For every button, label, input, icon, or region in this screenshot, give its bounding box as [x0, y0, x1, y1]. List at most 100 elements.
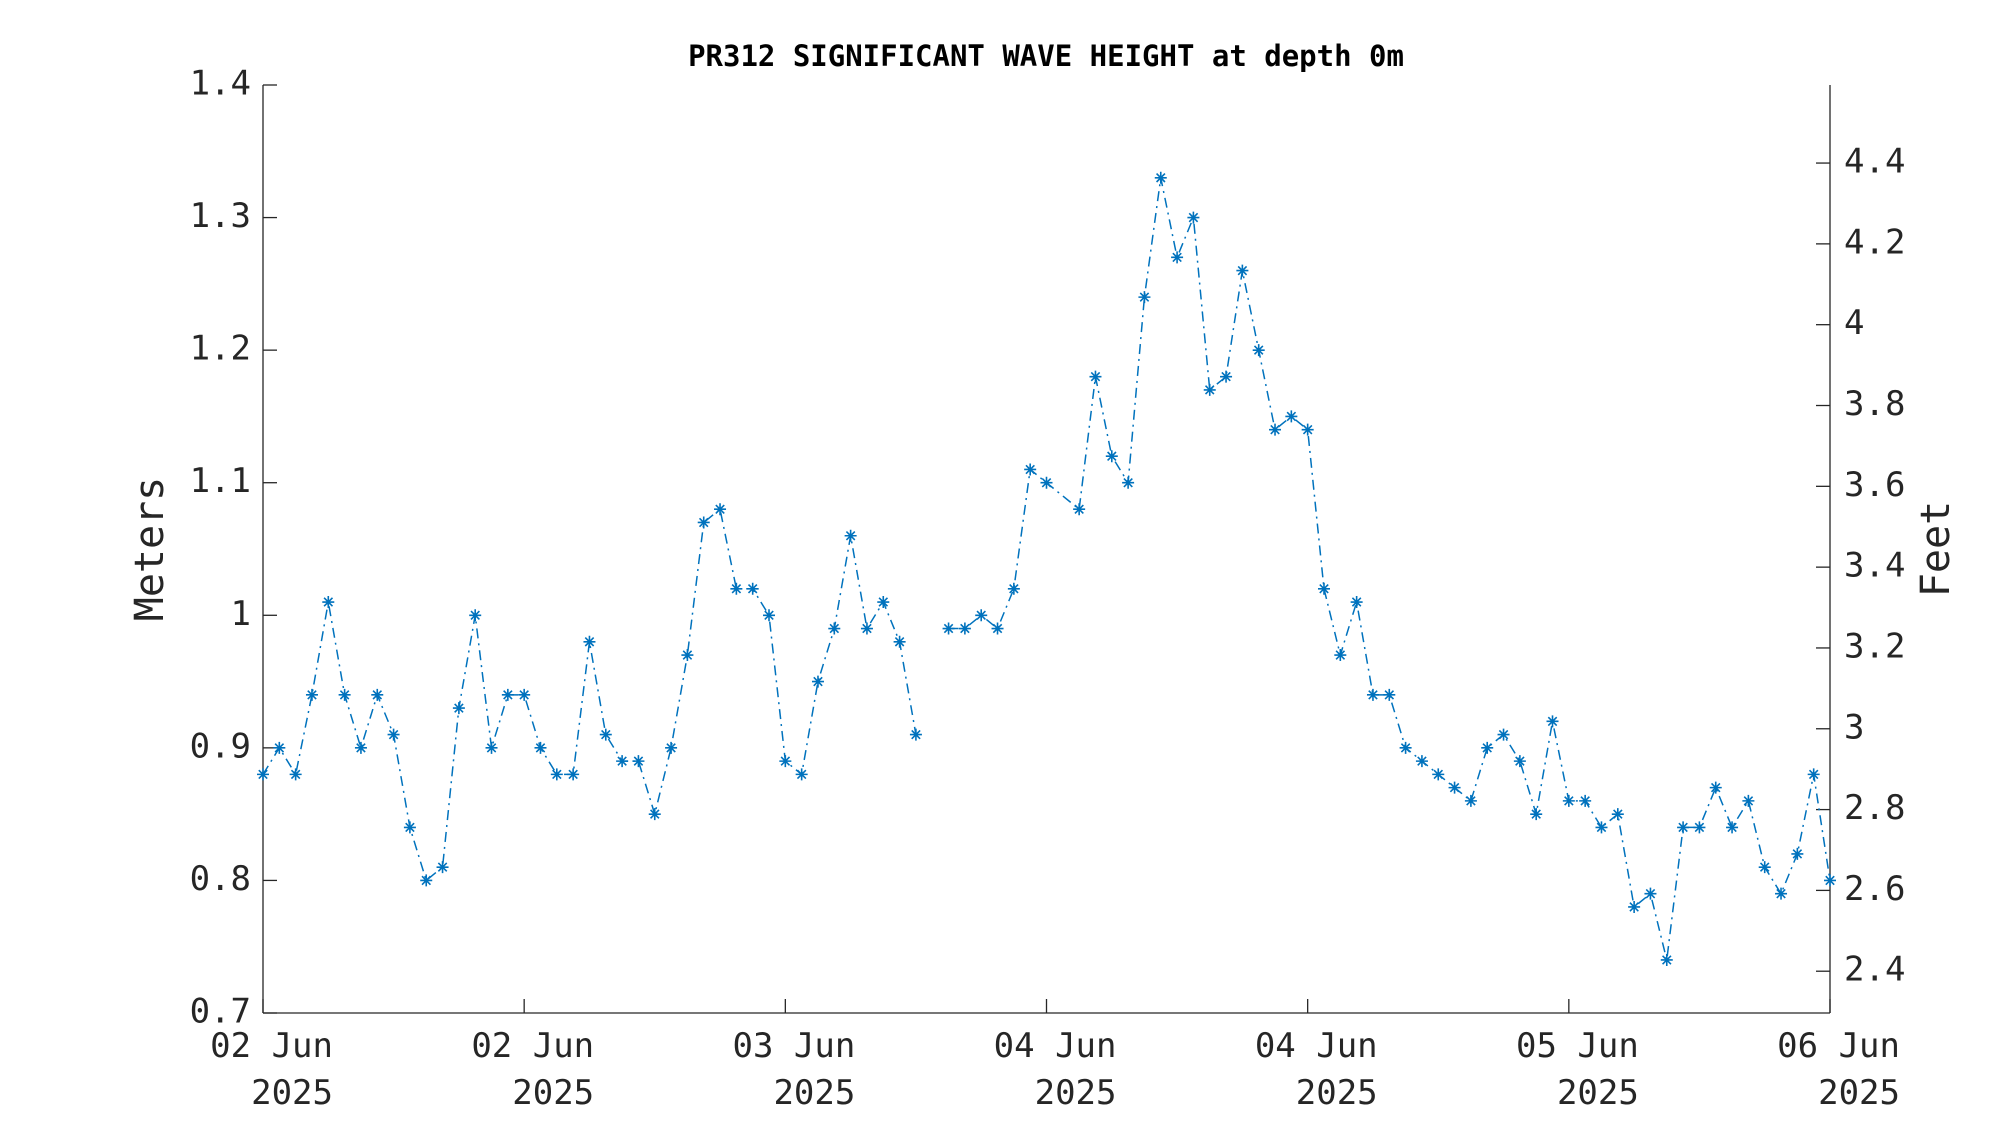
data-point: [697, 516, 710, 529]
data-point: [1709, 781, 1722, 794]
data-point: [1203, 383, 1216, 396]
data-point: [763, 609, 776, 622]
y2-tick-label: 2.8: [1844, 788, 1905, 828]
data-point: [893, 635, 906, 648]
data-point: [501, 688, 514, 701]
y2-tick-label: 2.4: [1844, 950, 1905, 990]
data-point: [1677, 821, 1690, 834]
data-point: [1040, 476, 1053, 489]
x-tick-label: 04 Jun 2025: [993, 1026, 1117, 1113]
data-point: [779, 755, 792, 768]
data-point: [485, 741, 498, 754]
data-point: [1432, 768, 1445, 781]
data-point: [1481, 741, 1494, 754]
data-point: [1513, 755, 1526, 768]
y-tick-label: 0.7: [190, 992, 251, 1032]
data-point: [746, 582, 759, 595]
y2-tick-label: 3.4: [1844, 546, 1905, 586]
data-point: [338, 688, 351, 701]
y-tick-label: 0.9: [190, 726, 251, 766]
data-point: [1171, 251, 1184, 264]
data-point: [844, 529, 857, 542]
y2-tick-label: 3: [1844, 707, 1864, 747]
data-point: [1301, 423, 1314, 436]
data-point: [1350, 596, 1363, 609]
data-point: [1562, 794, 1575, 807]
data-point: [1220, 370, 1233, 383]
data-point: [1236, 264, 1249, 277]
data-point: [1138, 291, 1151, 304]
x-tick-label: 02 Jun 2025: [471, 1026, 595, 1113]
data-point: [1775, 887, 1788, 900]
data-point: [322, 596, 335, 609]
data-point: [616, 755, 629, 768]
data-point: [975, 609, 988, 622]
data-point: [289, 768, 302, 781]
data-point: [1807, 768, 1820, 781]
data-point: [1383, 688, 1396, 701]
y2-tick-label: 3.2: [1844, 626, 1905, 666]
data-point: [550, 768, 563, 781]
x-tick-label: 06 Jun 2025: [1777, 1026, 1900, 1113]
data-point: [420, 874, 433, 887]
data-point: [1595, 821, 1608, 834]
data-point: [354, 741, 367, 754]
data-point: [1105, 450, 1118, 463]
data-point: [1334, 649, 1347, 662]
data-point: [958, 622, 971, 635]
x-tick-label: 03 Jun 2025: [732, 1026, 856, 1113]
data-point: [1546, 715, 1559, 728]
data-point: [534, 741, 547, 754]
data-point: [257, 768, 269, 781]
data-point: [518, 688, 531, 701]
data-point: [1726, 821, 1739, 834]
data-point: [1399, 741, 1412, 754]
data-point: [877, 596, 890, 609]
data-point: [1073, 503, 1086, 516]
data-point: [1628, 900, 1641, 913]
data-point: [860, 622, 873, 635]
data-point: [1579, 794, 1592, 807]
series-line: [262, 177, 1831, 961]
y2-tick-label: 3.6: [1844, 465, 1905, 505]
chart-title: PR312 SIGNIFICANT WAVE HEIGHT at depth 0…: [688, 39, 1404, 73]
data-point: [1660, 953, 1673, 966]
data-point: [1611, 808, 1624, 821]
data-point: [811, 675, 824, 688]
data-point: [942, 622, 955, 635]
data-point: [1317, 582, 1330, 595]
x-tick-label: 02 Jun 2025: [210, 1026, 333, 1113]
data-point: [681, 649, 694, 662]
data-point: [1089, 370, 1102, 383]
data-point: [583, 635, 596, 648]
data-point: [1415, 755, 1428, 768]
data-point: [436, 861, 449, 874]
x-tick-label: 04 Jun 2025: [1254, 1026, 1378, 1113]
y-tick-label: 1.3: [190, 196, 251, 236]
data-point: [1791, 847, 1804, 860]
data-point: [273, 741, 286, 754]
y2-tick-label: 4: [1844, 303, 1864, 343]
data-point: [1448, 781, 1461, 794]
y2-axis-label: Feet: [1913, 501, 1959, 597]
y-axis-label: Meters: [127, 477, 173, 622]
data-point: [632, 755, 645, 768]
data-point: [1285, 410, 1298, 423]
data-point: [828, 622, 841, 635]
y-tick-label: 1.2: [190, 329, 251, 369]
y-tick-label: 1.1: [190, 461, 251, 501]
data-point: [714, 503, 727, 516]
data-point: [567, 768, 580, 781]
data-point: [795, 768, 808, 781]
data-point: [1269, 423, 1282, 436]
y-tick-label: 0.8: [190, 859, 251, 899]
data-point: [730, 582, 743, 595]
data-point: [1464, 794, 1477, 807]
data-point: [1824, 874, 1836, 887]
data-point: [1366, 688, 1379, 701]
data-point: [599, 728, 612, 741]
y2-tick-label: 4.4: [1844, 142, 1905, 182]
data-point: [1154, 171, 1167, 184]
data-point: [1530, 808, 1543, 821]
